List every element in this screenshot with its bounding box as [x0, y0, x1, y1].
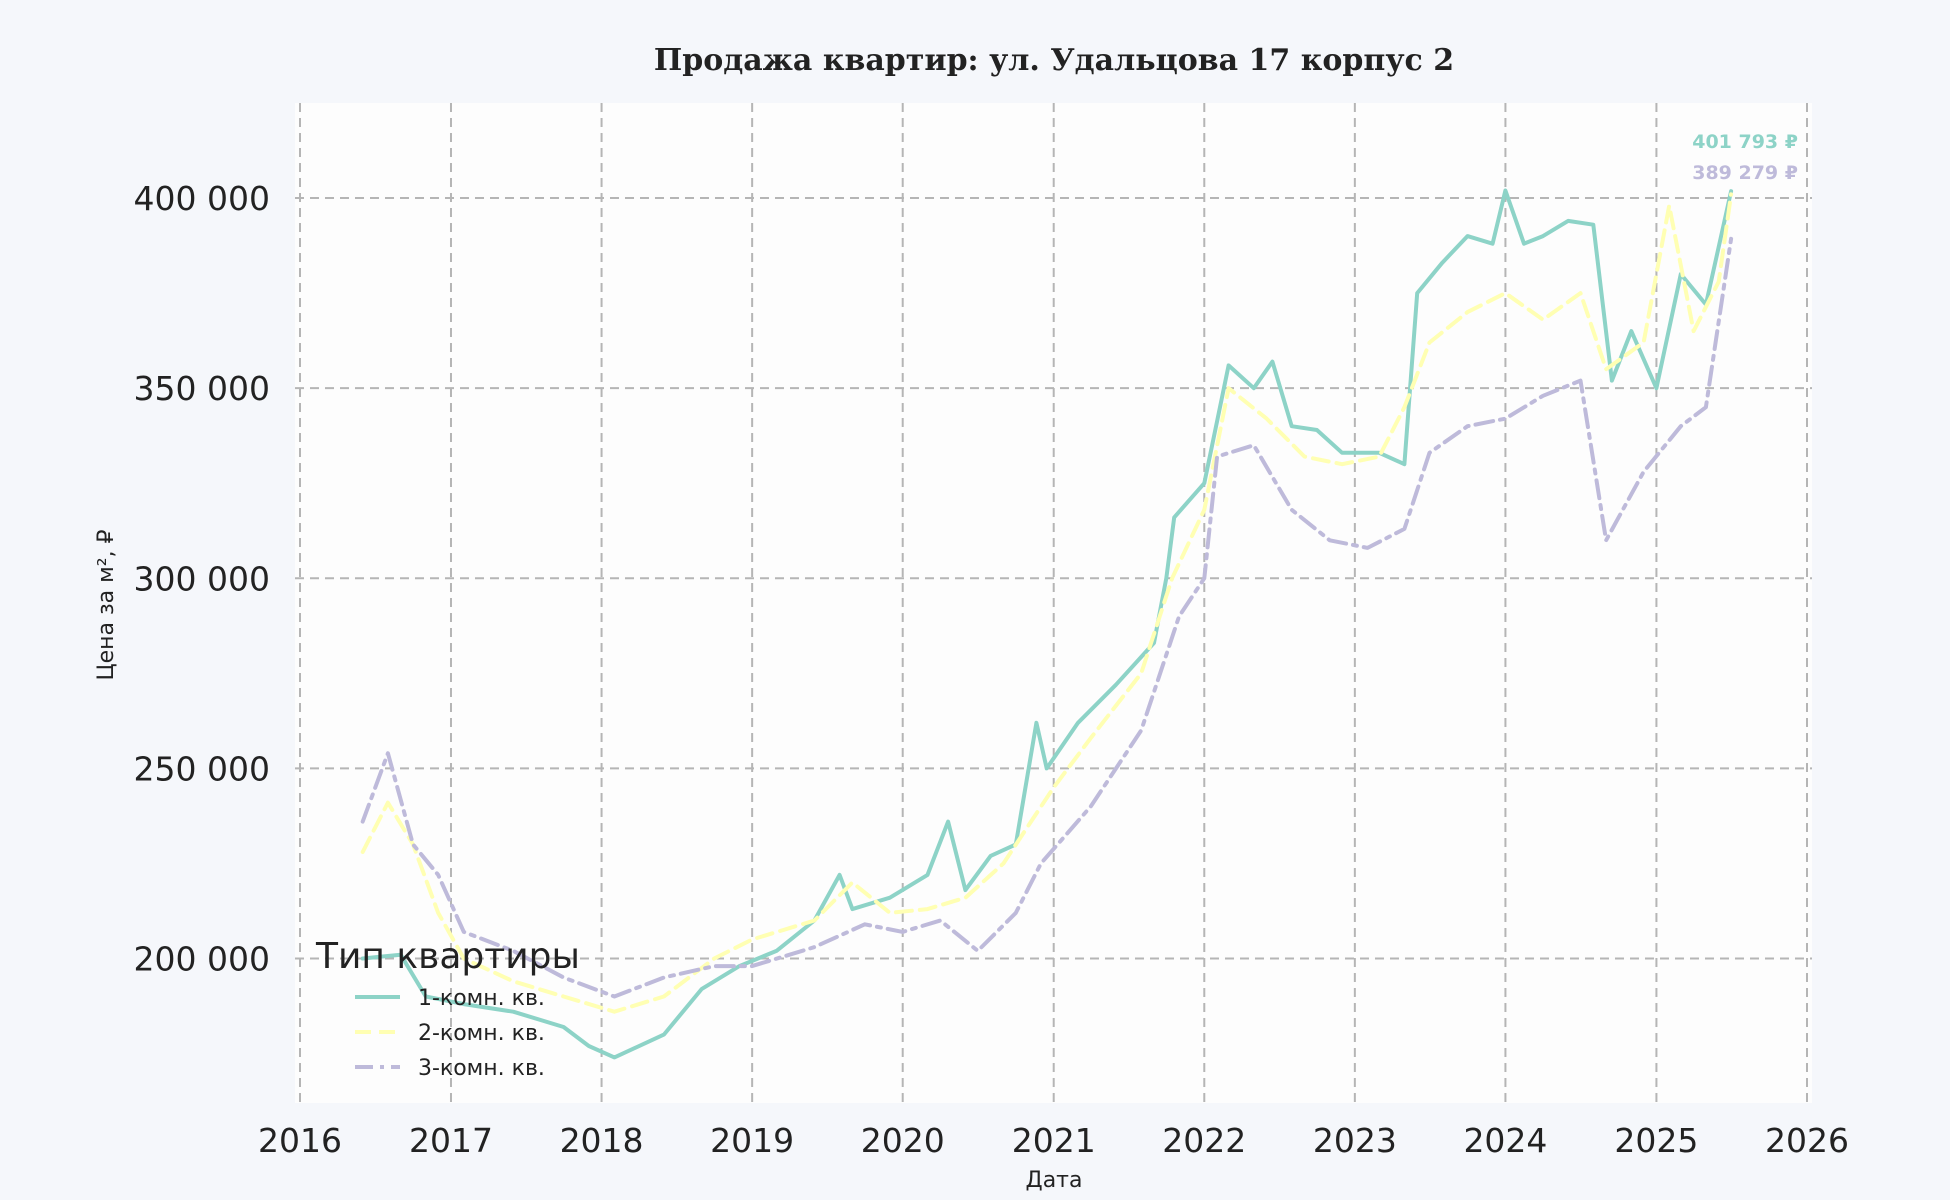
x-tick-label: 2022	[1162, 1121, 1246, 1160]
y-tick-label: 250 000	[134, 749, 270, 788]
x-tick-label: 2017	[409, 1121, 493, 1160]
series-end-label: 389 279 ₽	[1692, 162, 1798, 184]
legend-label: 2-комн. кв.	[418, 1021, 545, 1046]
x-axis-ticks: 2016 2017 2018 2019 2020 2021 2022 2023 2024 2025…	[258, 1121, 1849, 1160]
x-tick-label: 2020	[861, 1121, 945, 1160]
legend-label: 1-комн. кв.	[418, 986, 545, 1011]
y-tick-label: 300 000	[134, 559, 270, 598]
y-tick-label: 400 000	[134, 179, 270, 218]
legend: Тип квартиры 1-комн. кв. 2-комн. кв. 3-ком…	[315, 936, 580, 1081]
x-tick-label: 2018	[560, 1121, 644, 1160]
x-tick-label: 2016	[258, 1121, 342, 1160]
x-axis-title: Дата	[1026, 1168, 1083, 1193]
series-end-label: 401 793 ₽	[1692, 131, 1798, 153]
y-axis-ticks: 200 000 250 000 300 000 350 000 400 000	[134, 179, 270, 978]
grid	[295, 103, 1812, 1103]
series-lines	[360, 188, 1734, 1060]
legend-label: 3-комн. кв.	[418, 1056, 545, 1081]
end-labels: 401 793 ₽ 389 279 ₽	[1692, 131, 1798, 184]
x-tick-label: 2024	[1463, 1121, 1547, 1160]
x-tick-label: 2025	[1614, 1121, 1698, 1160]
y-axis-title: Цена за м², ₽	[94, 529, 119, 680]
series-line-3	[360, 236, 1734, 999]
chart-title: Продажа квартир: ул. Удальцова 17 корпус…	[654, 43, 1454, 78]
x-tick-label: 2026	[1765, 1121, 1849, 1160]
x-tick-label: 2019	[710, 1121, 794, 1160]
x-tick-label: 2021	[1012, 1121, 1096, 1160]
series-line-2	[360, 192, 1734, 1014]
x-tick-label: 2023	[1313, 1121, 1397, 1160]
y-tick-label: 350 000	[134, 369, 270, 408]
legend-title: Тип квартиры	[315, 936, 580, 977]
y-tick-label: 200 000	[134, 940, 270, 979]
